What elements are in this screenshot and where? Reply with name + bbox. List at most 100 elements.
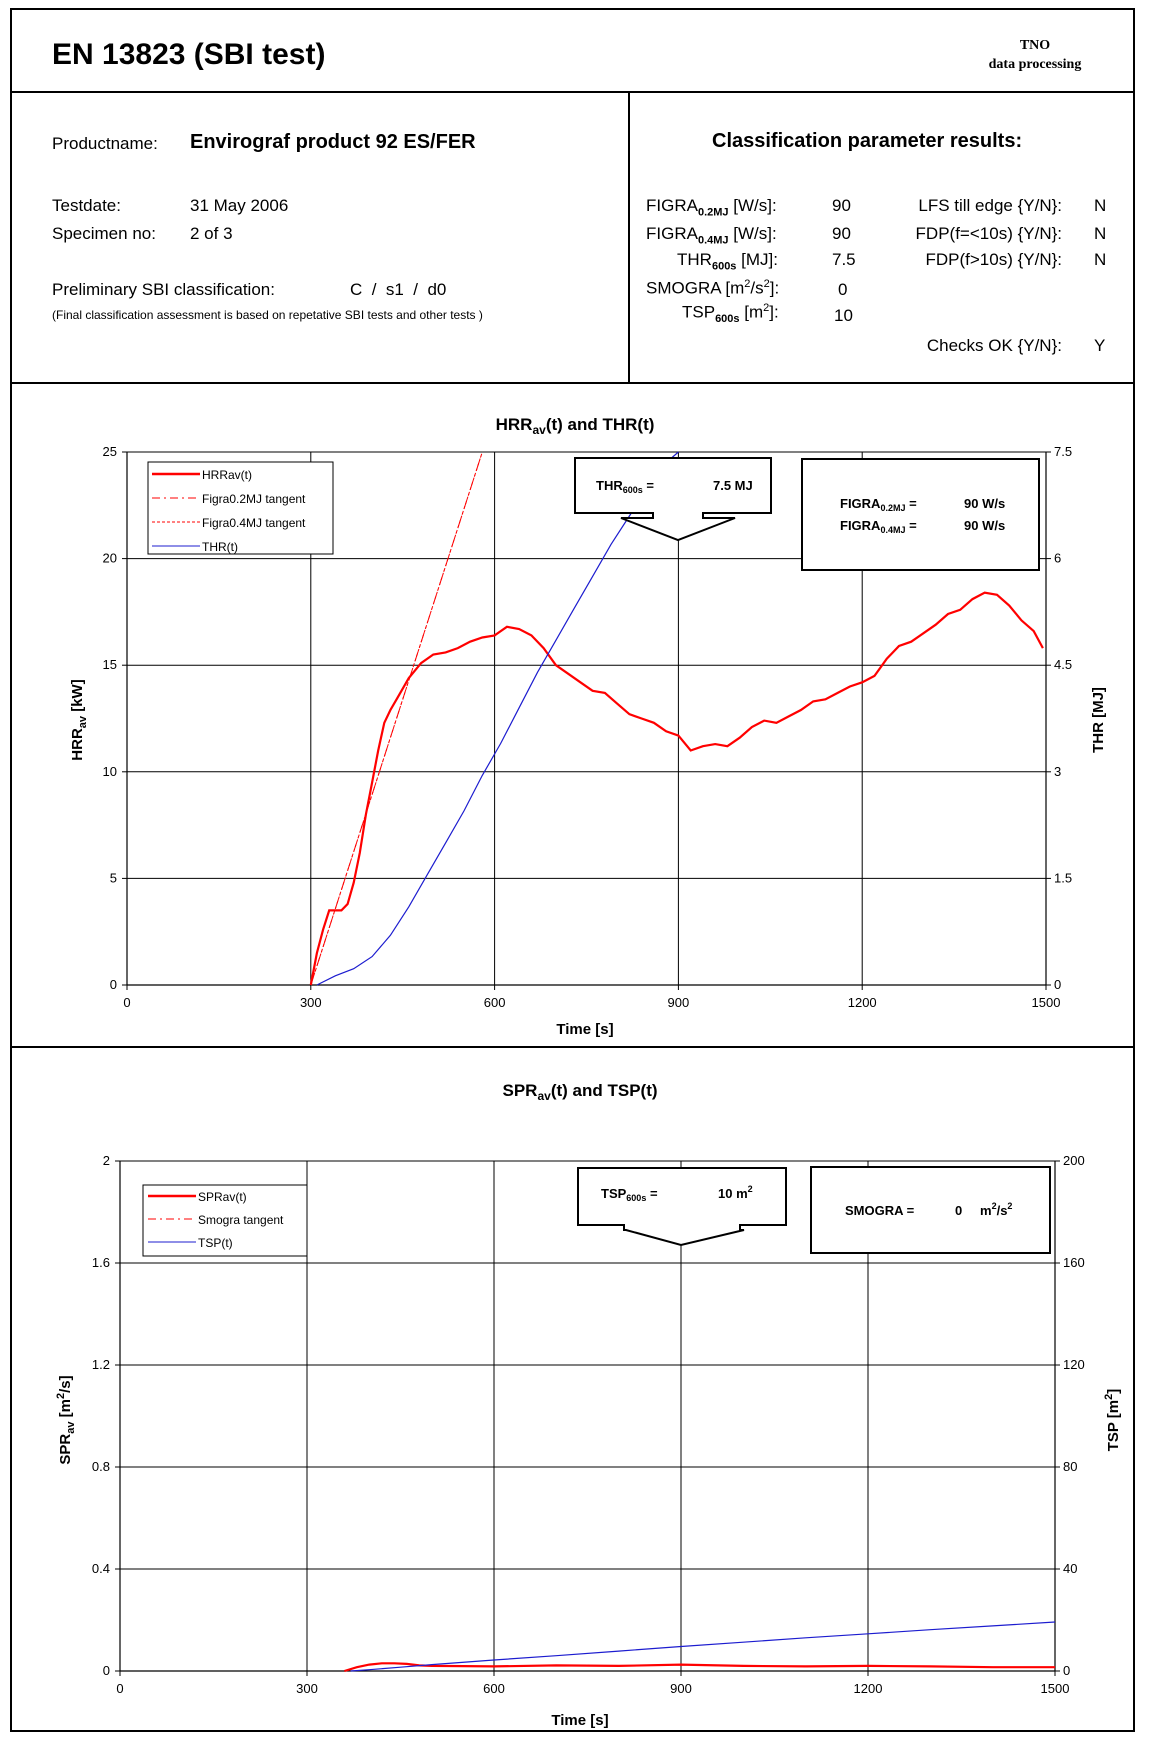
y-tick-label: 25 [103, 444, 117, 459]
ylabel-part: /s] [57, 1375, 74, 1393]
smogra-label: SMOGRA [m2/s2]: [646, 278, 780, 298]
figra-value: 90 W/s [964, 518, 1005, 533]
title-part: (t) and THR(t) [546, 415, 655, 434]
classification-note: (Final classification assessment is base… [52, 308, 483, 322]
figra04-tangent-line [310, 451, 483, 986]
hrr-line [309, 591, 1044, 986]
ylabel-part: [m [57, 1399, 74, 1422]
y2-tick-label: 4.5 [1054, 657, 1072, 672]
divider [10, 91, 1135, 93]
results-heading: Classification parameter results: [712, 130, 1023, 152]
chart2-ticks: 0 300 600 900 1200 150000.40.81.21.6204080120… [92, 1153, 1085, 1696]
x-tick-label: 1200 [848, 995, 877, 1010]
unit-part: /s [997, 1203, 1008, 1218]
tsp-line [350, 1621, 1056, 1672]
thr-line [316, 451, 679, 986]
figra-part: FIGRA [840, 496, 881, 511]
checks-label: Checks OK {Y/N}: [926, 336, 1062, 355]
chart2-series [344, 1621, 1056, 1673]
x-tick-label: 600 [483, 1681, 505, 1696]
y-tick-label: 5 [110, 870, 117, 885]
smogra-box [810, 1166, 1051, 1254]
unit-sup: 2 [992, 1201, 997, 1211]
figra02-label: FIGRA0.2MJ [W/s]: [646, 196, 777, 219]
title-sub: av [537, 1089, 551, 1103]
y2label-part: TSP [m [1105, 1400, 1122, 1451]
y-tick-label: 2 [103, 1153, 110, 1168]
legend-box [147, 461, 334, 555]
lfs-value: N [1094, 196, 1107, 215]
page-frame [10, 8, 1135, 1732]
callout-part: 10 m [718, 1186, 748, 1201]
figra02-unit: [W/s]: [733, 196, 777, 215]
chart1-figra-box: FIGRA0.2MJ = 90 W/s FIGRA0.4MJ = 90 W/s [801, 458, 1040, 571]
smogra-unit: m2/s2 [980, 1201, 1012, 1218]
callout-part: THR [596, 478, 623, 493]
figra-part: = [905, 496, 917, 511]
figra-sub: 0.2MJ [880, 503, 905, 513]
legend-label: TSP(t) [198, 1236, 233, 1250]
y2-tick-label: 0 [1054, 977, 1061, 992]
x-tick-label: 1500 [1041, 1681, 1070, 1696]
callout-shape [574, 457, 772, 542]
callout-part: = [646, 1186, 658, 1201]
tno-label: TNO data processing [955, 36, 1115, 74]
figra-part: = [905, 518, 917, 533]
thr-unit: [MJ]: [741, 250, 779, 269]
smogra-label-text: SMOGRA [646, 278, 721, 298]
chart2-ylabel: SPRav [m2/s] [55, 1375, 77, 1464]
x-tick-label: 0 [123, 995, 130, 1010]
testdate-label: Testdate: [52, 196, 121, 215]
y2label-sup: 2 [1103, 1394, 1115, 1400]
y2-tick-label: 1.5 [1054, 870, 1072, 885]
chart1-legend: HRRav(t) Figra0.2MJ tangent Figra0.4MJ t… [147, 461, 334, 555]
figra-part: FIGRA [840, 518, 881, 533]
chart2-smogra-box: SMOGRA = 0 m2/s2 [810, 1166, 1051, 1254]
title-part: (t) and TSP(t) [551, 1081, 658, 1100]
chart2-tsp-callout: TSP600s = 10 m2 [577, 1167, 787, 1247]
y2-tick-label: 200 [1063, 1153, 1085, 1168]
x-tick-label: 600 [484, 995, 506, 1010]
figra-sub: 0.4MJ [880, 525, 905, 535]
y2label-part: ] [1105, 1389, 1122, 1394]
y2-tick-label: 40 [1063, 1561, 1077, 1576]
divider [628, 91, 630, 382]
x-tick-label: 0 [116, 1681, 123, 1696]
smogra-label: SMOGRA = [845, 1203, 915, 1218]
ylabel-sub: av [65, 1421, 77, 1434]
thr-label: THR600s [MJ]: [677, 250, 779, 273]
specimen-value: 2 of 3 [190, 224, 233, 243]
y-tick-label: 0.8 [92, 1459, 110, 1474]
y-tick-label: 10 [103, 764, 117, 779]
x-tick-label: 1500 [1032, 995, 1061, 1010]
legend-label: Figra0.4MJ tangent [202, 516, 306, 530]
y-tick-label: 20 [103, 551, 117, 566]
ylabel-part: SPR [57, 1434, 74, 1465]
unit-part: m [980, 1203, 992, 1218]
chart1-series [309, 451, 1044, 986]
unit-sup: 2 [1007, 1201, 1012, 1211]
chart1-y2label: THR [MJ] [1090, 687, 1107, 753]
y-tick-label: 0 [103, 1663, 110, 1678]
callout-sup: 2 [748, 1184, 753, 1194]
ylabel-sup: 2 [55, 1393, 67, 1399]
y2-tick-label: 3 [1054, 764, 1061, 779]
figra04-value: 90 [832, 224, 851, 243]
legend-label: HRRav(t) [202, 468, 252, 482]
callout-value: 10 m2 [718, 1184, 753, 1201]
lfs-label: LFS till edge {Y/N}: [918, 196, 1062, 215]
checks-value: Y [1094, 336, 1106, 355]
chart1-title: HRRav(t) and THR(t) [496, 415, 655, 437]
specimen-label: Specimen no: [52, 224, 156, 243]
classification-value: C / s1 / d0 [350, 280, 447, 299]
y-tick-label: 0.4 [92, 1561, 110, 1576]
thr-value: 7.5 [832, 250, 856, 269]
smogra-value: 0 [838, 280, 848, 299]
divider [10, 382, 1135, 384]
x-tick-label: 900 [668, 995, 690, 1010]
figra-line: FIGRA0.4MJ = [840, 518, 917, 535]
x-tick-label: 300 [300, 995, 322, 1010]
callout-value: 7.5 MJ [713, 478, 753, 493]
legend-label: SPRav(t) [198, 1190, 247, 1204]
